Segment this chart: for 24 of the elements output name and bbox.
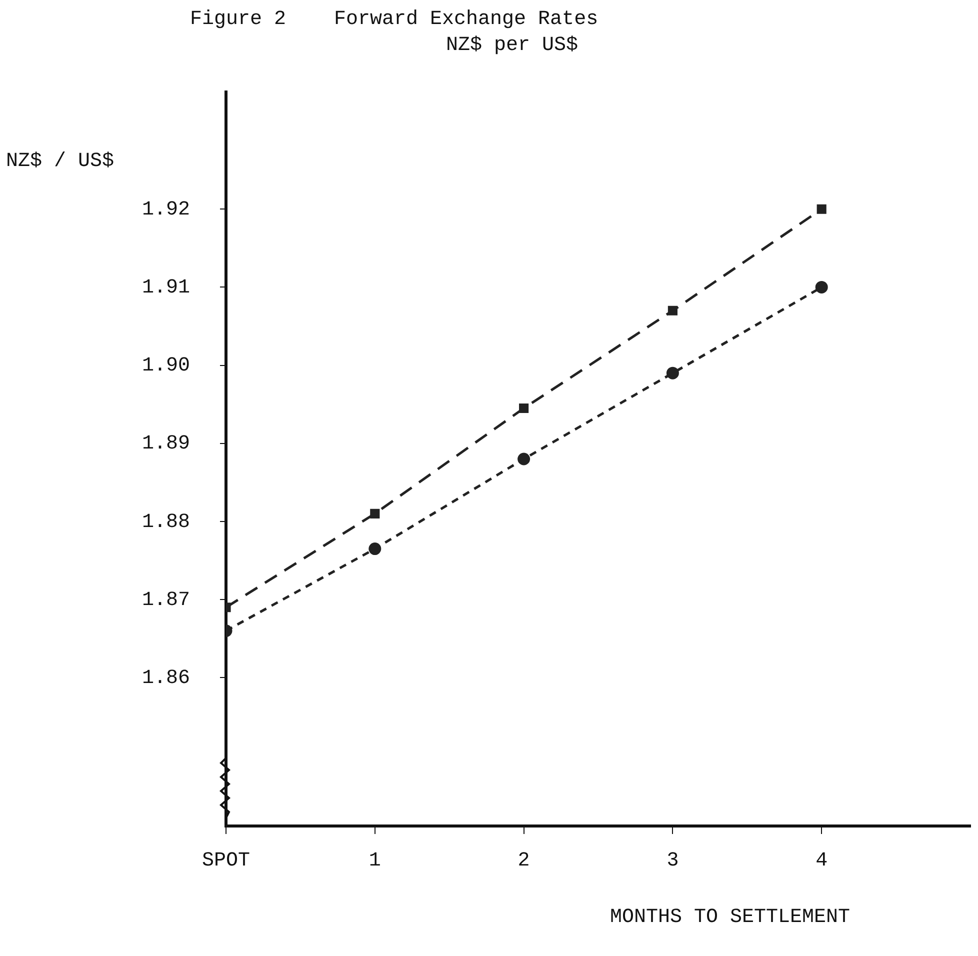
point (519, 403, 529, 414)
point (816, 204, 826, 214)
y-tick-label: 1.90 (142, 354, 190, 378)
y-axis-title: NZ$ / US$ (6, 150, 114, 173)
point (668, 306, 678, 316)
y-tick-label: 1.87 (142, 588, 190, 612)
chart-title: Figure 2 Forward Exchange Rates (190, 8, 598, 31)
y-tick-label: 1.86 (142, 666, 190, 690)
point (370, 508, 380, 518)
x-tick-label: 2 (518, 849, 530, 872)
x-tick-label: 4 (816, 849, 828, 872)
y-tick-label: 1.89 (142, 432, 190, 456)
x-tick-label: 1 (368, 849, 381, 872)
y-tick-label: 1.88 (142, 510, 190, 534)
x-tick-label: SPOT (202, 849, 250, 872)
x-axis-title: MONTHS TO SETTLEMENT (610, 906, 850, 929)
y-tick-label: 1.92 (142, 198, 190, 222)
x-tick-label: 3 (666, 849, 679, 872)
point (518, 452, 530, 466)
y-tick-label: 1.91 (142, 276, 190, 300)
point (815, 280, 828, 294)
chart-subtitle: NZ$ per US$ (446, 34, 578, 57)
point (368, 542, 382, 556)
point (666, 366, 679, 380)
